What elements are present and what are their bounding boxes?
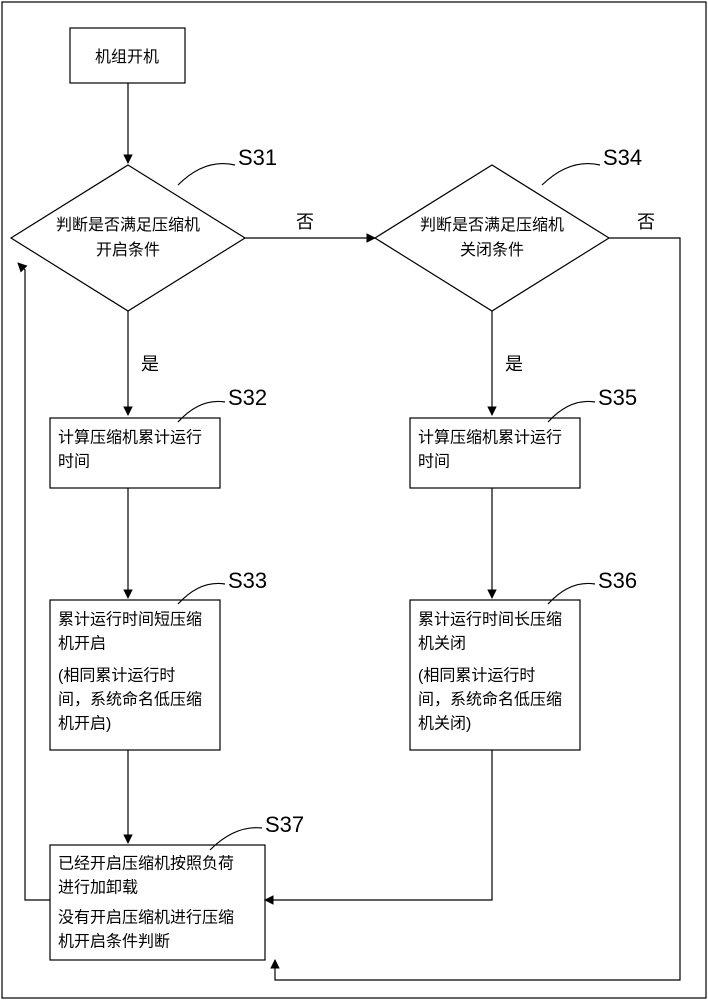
- tag-s33: S33: [228, 568, 267, 593]
- tag-s31: S31: [238, 145, 277, 170]
- edge-s34-no-label: 否: [637, 212, 655, 232]
- node-s34-l1: 判断是否满足压缩机: [420, 216, 564, 234]
- flowchart-canvas: 机组开机 S31 判断是否满足压缩机 开启条件 否 S34 判断是否满足压缩机 …: [0, 0, 708, 1000]
- edge-s37-loop: [18, 263, 50, 900]
- tag-curve-s35: [548, 401, 595, 422]
- tag-s32: S32: [228, 385, 267, 410]
- node-s36-l3: (相同累计运行时: [418, 666, 535, 684]
- edge-s31-yes-label: 是: [141, 354, 159, 374]
- node-s37-l3: 没有开启压缩机进行压缩: [58, 908, 234, 926]
- diagram-border: [2, 2, 706, 998]
- tag-curve-s31: [178, 164, 235, 185]
- node-s31-l1: 判断是否满足压缩机: [56, 216, 200, 234]
- tag-s37: S37: [265, 812, 304, 837]
- node-s36-l5: 机关闭): [418, 714, 471, 732]
- node-s37-l2: 进行加卸载: [58, 878, 138, 896]
- node-s35-l2: 时间: [418, 452, 450, 470]
- node-s32-l2: 时间: [58, 452, 90, 470]
- tag-s34: S34: [603, 145, 642, 170]
- edge-s34-yes-label: 是: [505, 354, 523, 374]
- tag-curve-s33: [178, 583, 225, 604]
- tag-curve-s36: [548, 583, 595, 604]
- node-s33-l2: 机开启: [58, 634, 106, 652]
- tag-curve-s32: [178, 401, 225, 422]
- node-s36-l1: 累计运行时间长压缩: [418, 610, 562, 628]
- node-s31: [11, 165, 245, 311]
- node-s31-l2: 开启条件: [96, 241, 160, 259]
- node-s36-l4: 间，系统命名低压缩: [418, 690, 562, 708]
- node-s33-l5: 机开启): [58, 714, 111, 732]
- tag-curve-s37: [210, 828, 262, 850]
- node-start-label: 机组开机: [95, 48, 159, 66]
- node-s37-l1: 已经开启压缩机按照负荷: [58, 854, 234, 872]
- node-s37-l4: 机开启条件判断: [58, 932, 170, 950]
- tag-s35: S35: [598, 385, 637, 410]
- edge-s34-no: [275, 238, 680, 980]
- node-s34: [375, 165, 609, 311]
- node-s33-l1: 累计运行时间短压缩: [58, 610, 202, 628]
- node-s33-l4: 间，系统命名低压缩: [58, 690, 202, 708]
- node-s32-l1: 计算压缩机累计运行: [58, 427, 202, 446]
- node-s34-l2: 关闭条件: [460, 241, 524, 259]
- node-s36-l2: 机关闭: [418, 634, 466, 652]
- node-s33-l3: (相同累计运行时: [58, 666, 175, 684]
- tag-curve-s34: [542, 164, 600, 185]
- edge-s31-no-label: 否: [296, 212, 314, 232]
- node-s35-l1: 计算压缩机累计运行: [418, 427, 562, 446]
- tag-s36: S36: [598, 568, 637, 593]
